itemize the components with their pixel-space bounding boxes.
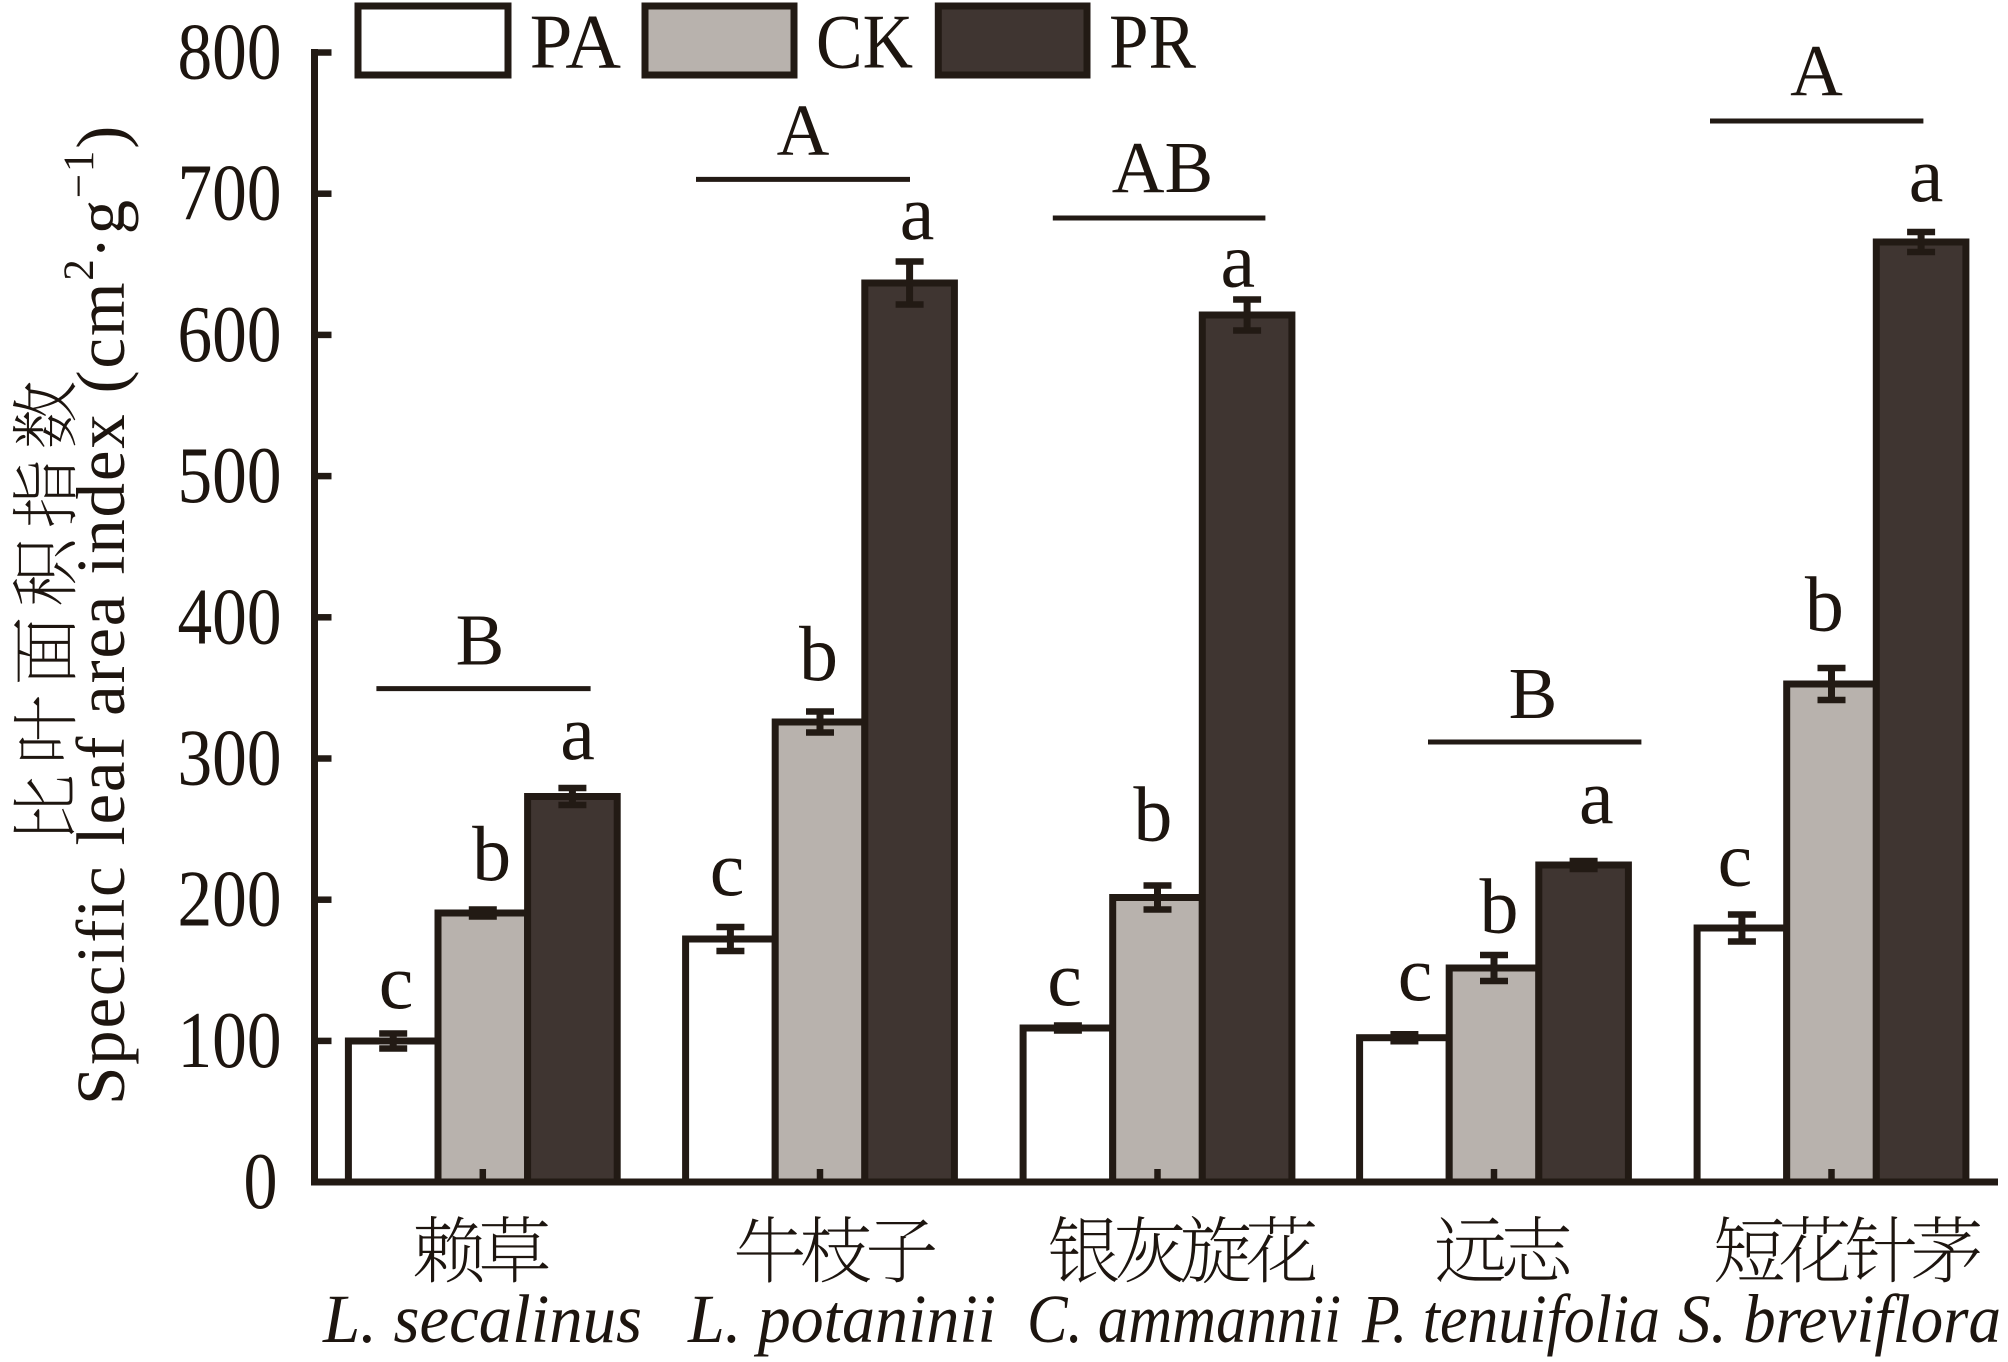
- svg-text:A: A: [1790, 30, 1843, 111]
- svg-text:B: B: [1509, 653, 1558, 734]
- svg-text:500: 500: [178, 430, 282, 520]
- svg-text:A: A: [777, 90, 830, 171]
- svg-text:a: a: [1909, 131, 1944, 218]
- svg-text:b: b: [1805, 560, 1844, 647]
- svg-text:0: 0: [244, 1136, 278, 1226]
- svg-text:100: 100: [178, 995, 282, 1085]
- svg-text:Specific leaf area index (cm2·: Specific leaf area index (cm2·g−1): [56, 124, 139, 1105]
- svg-text:c: c: [1718, 816, 1753, 903]
- svg-text:a: a: [1220, 217, 1255, 304]
- svg-text:b: b: [1133, 771, 1172, 858]
- svg-text:PA: PA: [530, 0, 622, 84]
- svg-text:400: 400: [178, 571, 282, 661]
- svg-text:b: b: [472, 810, 511, 897]
- svg-text:c: c: [379, 938, 414, 1025]
- svg-text:C. ammannii: C. ammannii: [1027, 1281, 1341, 1357]
- svg-text:300: 300: [178, 713, 282, 803]
- svg-text:a: a: [560, 689, 595, 776]
- svg-text:800: 800: [178, 7, 282, 97]
- svg-text:c: c: [1398, 930, 1433, 1017]
- svg-text:P. tenuifolia: P. tenuifolia: [1361, 1281, 1660, 1357]
- svg-text:c: c: [710, 825, 745, 912]
- svg-text:S. breviflora: S. breviflora: [1678, 1281, 2001, 1357]
- svg-text:200: 200: [178, 854, 282, 944]
- svg-text:L. secalinus: L. secalinus: [322, 1281, 642, 1357]
- svg-text:a: a: [1579, 753, 1614, 840]
- svg-text:AB: AB: [1112, 127, 1213, 208]
- svg-text:600: 600: [178, 289, 282, 379]
- svg-text:B: B: [456, 600, 505, 681]
- svg-text:a: a: [900, 169, 935, 256]
- svg-text:PR: PR: [1109, 0, 1197, 84]
- svg-text:CK: CK: [816, 0, 913, 84]
- svg-text:L. potaninii: L. potaninii: [687, 1281, 996, 1357]
- svg-text:700: 700: [178, 148, 282, 238]
- svg-text:b: b: [799, 610, 838, 697]
- svg-text:b: b: [1480, 863, 1519, 950]
- svg-text:c: c: [1047, 935, 1082, 1022]
